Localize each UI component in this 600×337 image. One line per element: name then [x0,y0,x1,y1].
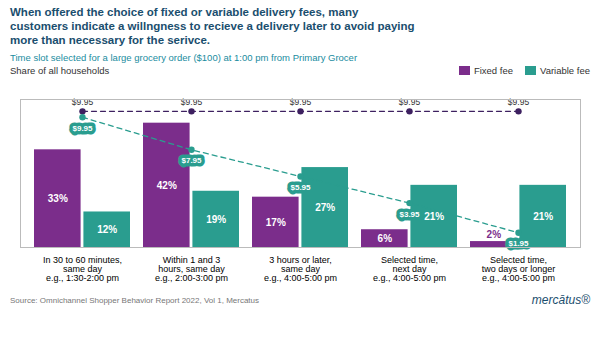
svg-text:$9.95: $9.95 [399,97,421,107]
svg-text:6%: 6% [378,233,393,244]
svg-text:$9.95: $9.95 [181,97,203,107]
html-text:Variable fee: Variable fee [540,65,590,76]
svg-text:21%: 21% [424,210,445,222]
svg-text:$9.95: $9.95 [290,97,312,107]
svg-text:$1.95: $1.95 [508,239,529,248]
svg-text:$5.95: $5.95 [290,183,311,192]
svg-text:$9.95: $9.95 [508,97,530,107]
svg-text:19%: 19% [206,214,226,225]
html-text:Fixed fee: Fixed fee [473,65,513,76]
svg-text:Selected time,two days or long: Selected time,two days or longere.g., 4:… [482,255,556,283]
svg-text:$3.95: $3.95 [399,210,420,219]
svg-text:3 hours or later,same daye.g.,: 3 hours or later,same daye.g., 4:00-5:00… [264,255,337,283]
svg-text:$9.95: $9.95 [72,124,93,133]
svg-text:42%: 42% [157,180,177,191]
svg-text:Within 1 and 3hours, same daye: Within 1 and 3hours, same daye.g., 2:00-… [155,255,228,283]
html-text:mercātus®: mercātus® [531,293,590,307]
svg-text:33%: 33% [48,193,68,204]
svg-text:21%: 21% [533,211,553,222]
svg-text:12%: 12% [97,224,117,235]
svg-text:$7.95: $7.95 [181,156,202,165]
svg-text:$9.95: $9.95 [72,97,94,107]
svg-text:27%: 27% [315,202,335,213]
svg-text:17%: 17% [266,217,286,228]
svg-text:In 30 to 60 minutes,same daye.: In 30 to 60 minutes,same daye.g., 1:30-2… [43,255,122,283]
html-text:Time slot selected for a large: Time slot selected for a large grocery o… [10,52,358,63]
html-text:Source: Omnichannel Shopper Be: Source: Omnichannel Shopper Behavior Rep… [10,295,259,305]
html-text:When offered the choice of fix: When offered the choice of fixed or vari… [10,6,415,46]
svg-text:Selected time,next daye.g., 4:: Selected time,next daye.g., 4:00-5:00 pm [373,255,446,283]
html-text:Share of all households: Share of all households [10,65,110,76]
svg-text:2%: 2% [487,229,502,240]
